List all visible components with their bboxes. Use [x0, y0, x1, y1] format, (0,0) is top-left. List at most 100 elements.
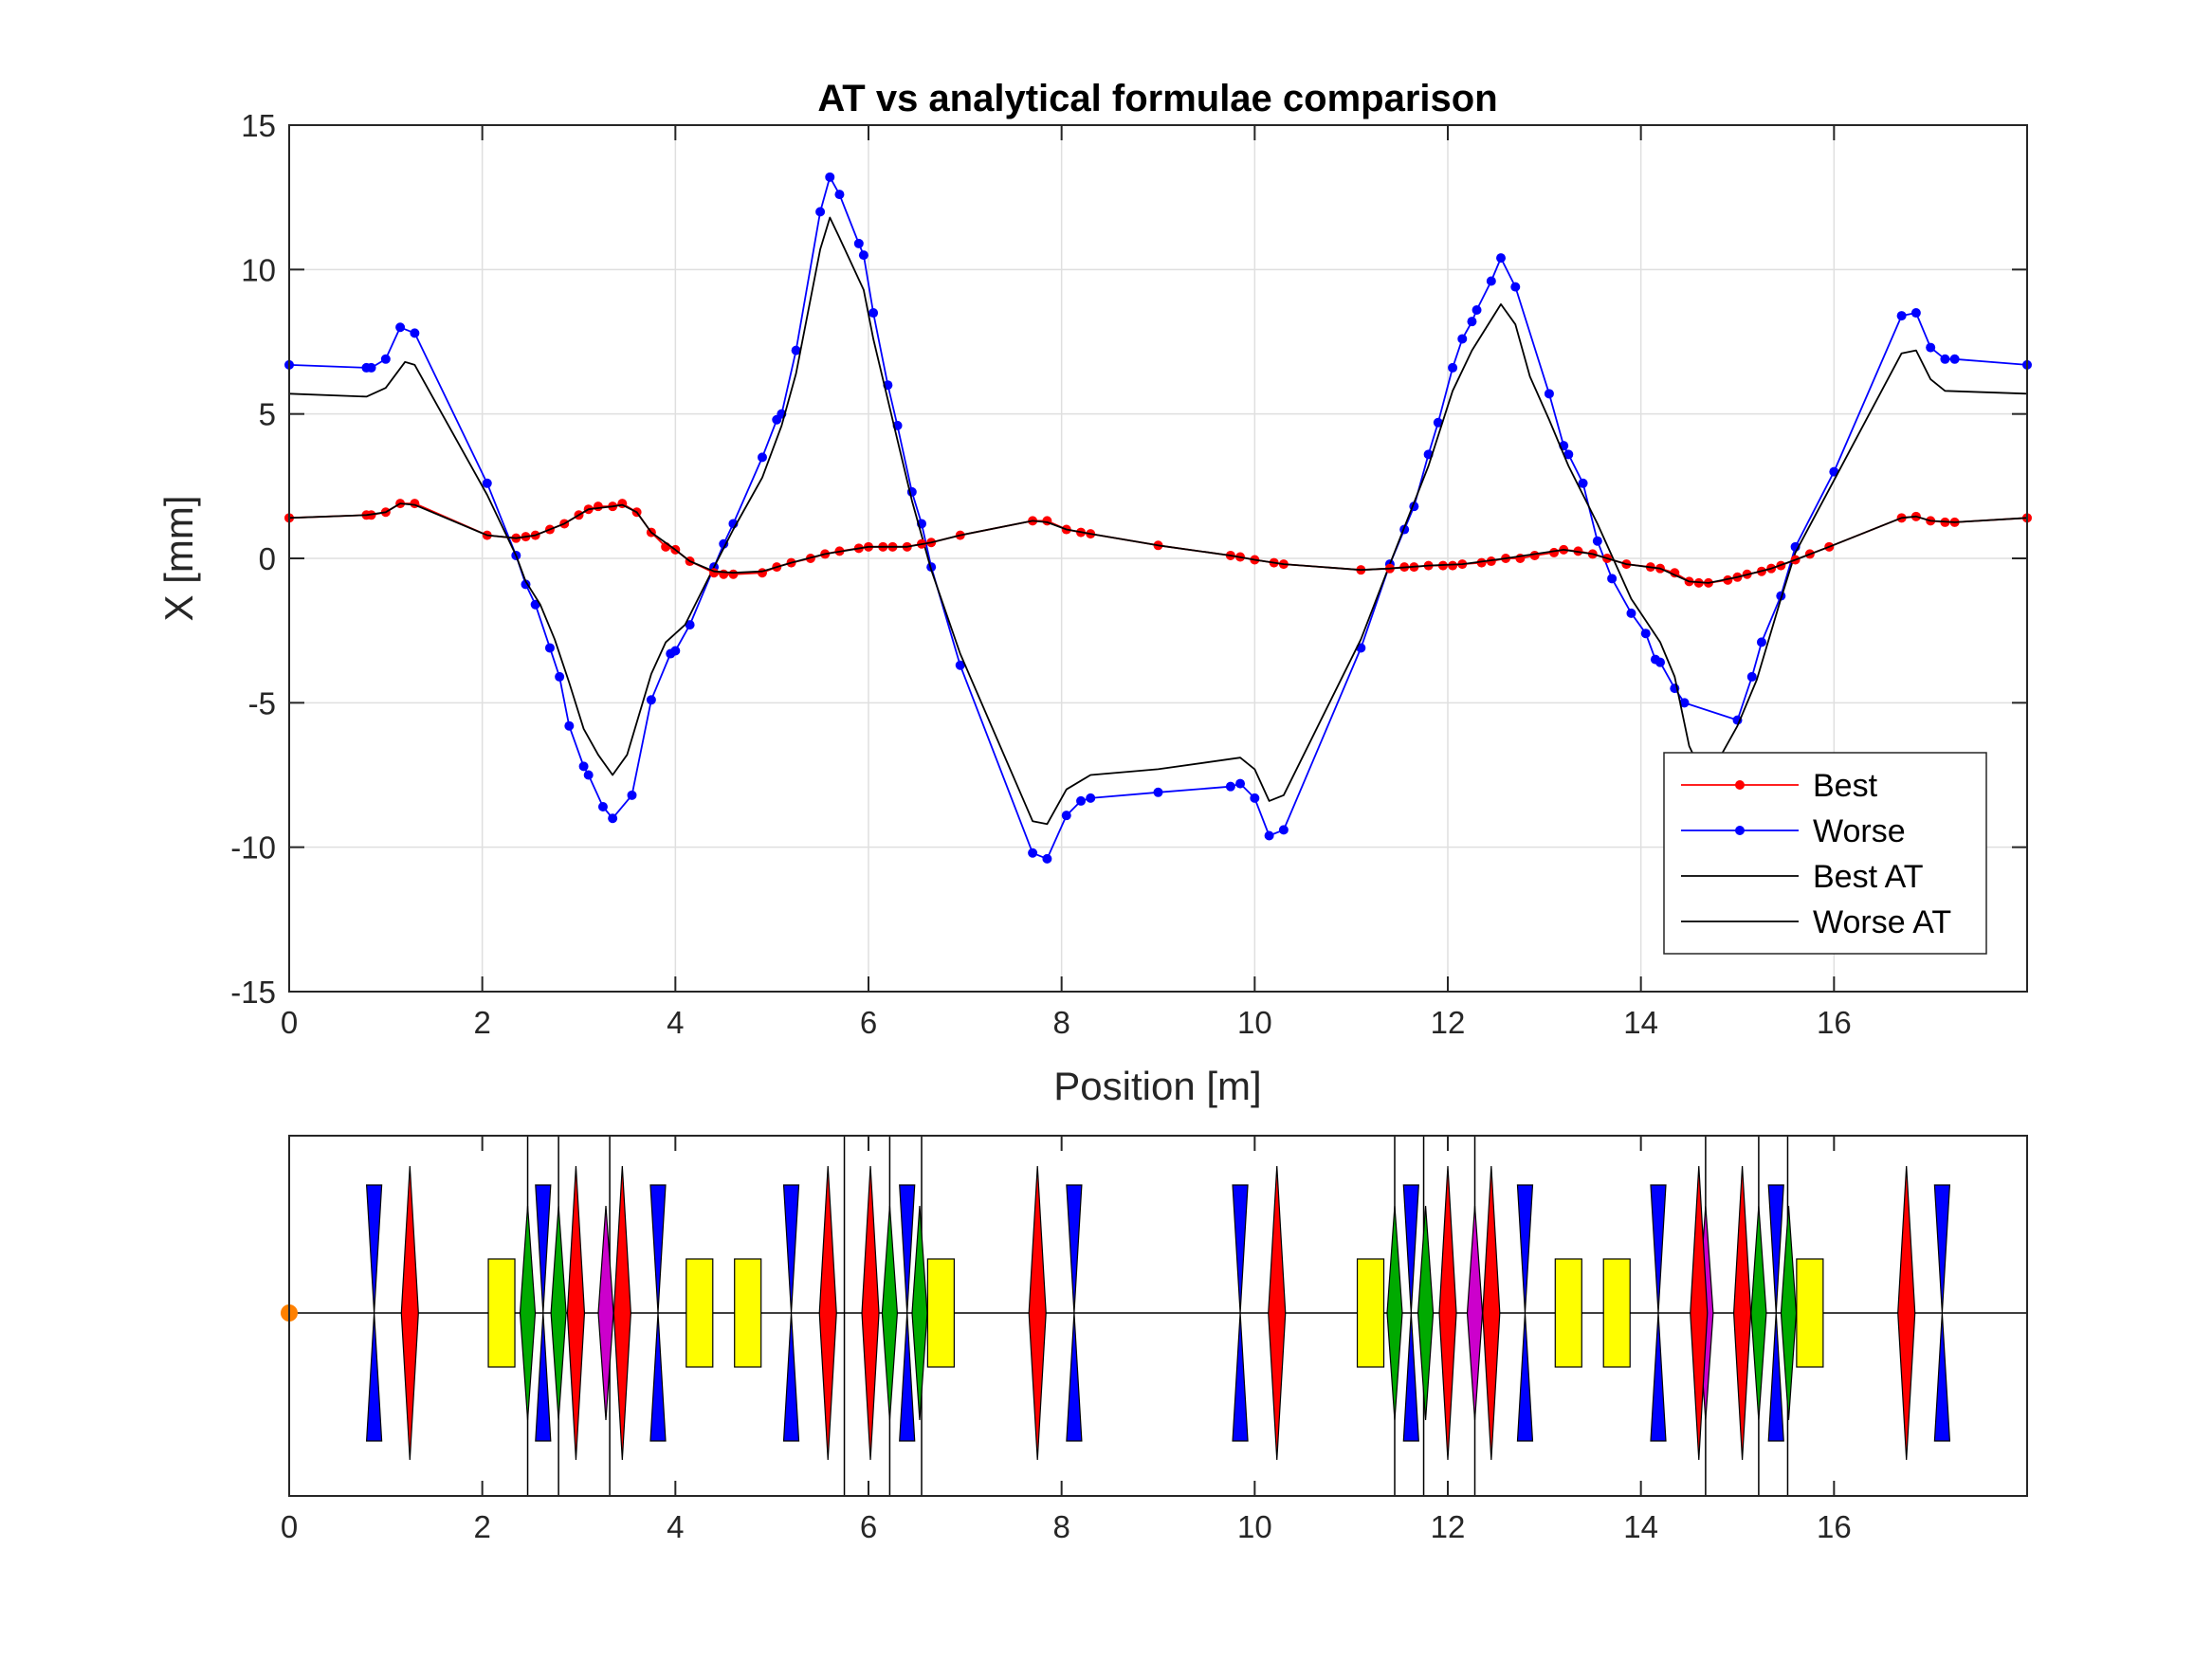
data-point-worse [858, 250, 868, 261]
dipole-element [926, 1258, 955, 1368]
x-tick-label: 8 [1052, 1005, 1069, 1040]
data-point-worse [366, 362, 376, 373]
defocusing-quadrupole [365, 1184, 383, 1442]
data-point-worse [646, 695, 656, 705]
defocusing-quadrupole [782, 1184, 800, 1442]
data-point-best [1723, 574, 1733, 585]
data-point-worse [757, 452, 767, 463]
data-point-best [1549, 547, 1560, 557]
focusing-quadrupole [1732, 1165, 1752, 1461]
data-point-worse [1472, 304, 1482, 315]
dipole-element [487, 1258, 516, 1368]
data-point-worse [1910, 308, 1921, 319]
data-point-worse [1746, 671, 1757, 682]
data-point-worse [853, 238, 864, 248]
legend-label-best-at: Best AT [1813, 859, 1924, 895]
data-point-worse [544, 643, 555, 653]
defocusing-quadrupole [1933, 1184, 1951, 1442]
defocusing-quadrupole [649, 1184, 667, 1442]
dipole-element [1602, 1258, 1631, 1368]
data-point-worse [1467, 317, 1477, 327]
data-point-worse [1235, 778, 1246, 789]
sextupole-element [1780, 1205, 1798, 1421]
sextupole-element [1750, 1205, 1767, 1421]
data-point-worse [1510, 282, 1521, 292]
legend-entry-best-at: Best AT [1681, 859, 1924, 895]
data-point-worse [380, 354, 391, 364]
data-point-worse [1949, 354, 1960, 364]
data-point-worse [1028, 848, 1038, 858]
x-tick-label: 16 [1817, 1005, 1852, 1040]
chart-title: AT vs analytical formulae comparison [817, 78, 1497, 119]
sextupole-element [1417, 1205, 1435, 1421]
data-point-worse [1061, 811, 1071, 821]
lattice-x-tick-label: 10 [1237, 1509, 1272, 1544]
lattice-plot: 0 2 4 6 8 10 12 14 16 [281, 1135, 2028, 1544]
data-point-best [1448, 560, 1458, 571]
focusing-quadrupole [400, 1165, 419, 1461]
defocusing-quadrupole [1516, 1184, 1534, 1442]
legend-box [1663, 752, 1987, 955]
data-point-worse [627, 790, 637, 800]
data-point-best [1486, 556, 1496, 567]
focusing-quadrupole [612, 1165, 631, 1461]
data-point-worse [1086, 793, 1096, 803]
top-series [284, 172, 2032, 864]
y-tick-label: -5 [248, 685, 276, 720]
data-point-worse [410, 328, 420, 338]
focusing-quadrupole [1268, 1165, 1287, 1461]
series-line-best-at [288, 502, 2028, 584]
octupole-element [1466, 1205, 1484, 1421]
data-point-worse [578, 761, 589, 772]
dipole-element [1796, 1258, 1824, 1368]
sextupole-element [519, 1205, 537, 1421]
data-point-worse [868, 308, 879, 319]
top-plot: 0 2 4 6 8 10 12 14 16 15 10 5 0 -5 -10 -15 AT vs analy… [156, 78, 2032, 1108]
top-y-tick-labels: 15 10 5 0 -5 -10 -15 [230, 108, 2027, 1010]
x-tick-label: 12 [1431, 1005, 1466, 1040]
legend-marker-worse [1735, 826, 1745, 835]
focusing-quadrupole [1438, 1165, 1457, 1461]
data-point-worse [1679, 698, 1690, 708]
data-point-worse [955, 660, 965, 670]
x-axis-label: Position [m] [1053, 1064, 1261, 1108]
lattice-x-tick-label: 2 [473, 1509, 490, 1544]
lattice-x-tick-label: 0 [281, 1509, 298, 1544]
data-point-worse [1433, 417, 1443, 428]
data-point-worse [1640, 629, 1651, 639]
data-point-worse [1592, 536, 1602, 546]
data-point-worse [1457, 334, 1468, 344]
y-axis-label: X [mm] [156, 496, 201, 622]
focusing-quadrupole [1897, 1165, 1916, 1461]
x-tick-label: 14 [1623, 1005, 1658, 1040]
data-point-worse [1756, 637, 1766, 647]
data-point-worse [670, 646, 681, 656]
focusing-quadrupole [1028, 1165, 1047, 1461]
y-tick-label: 10 [241, 252, 276, 287]
y-tick-label: 5 [259, 397, 276, 432]
focusing-quadrupole [566, 1165, 586, 1461]
legend-label-worse: Worse [1813, 813, 1906, 849]
sextupole-element [1386, 1205, 1403, 1421]
dipole-element [1356, 1258, 1385, 1368]
data-point-worse [1926, 342, 1936, 353]
defocusing-quadrupole [1232, 1184, 1249, 1442]
y-tick-label: -10 [230, 830, 276, 866]
data-point-worse [1153, 787, 1163, 797]
dipole-element [686, 1258, 714, 1368]
defocusing-quadrupole [535, 1184, 552, 1442]
x-tick-label: 6 [860, 1005, 877, 1040]
lattice-x-tick-label: 6 [860, 1509, 877, 1544]
sextupole-element [911, 1205, 928, 1421]
data-point-worse [1076, 795, 1087, 806]
data-point-worse [1042, 853, 1052, 864]
lattice-x-tick-label: 8 [1052, 1509, 1069, 1544]
legend-marker-best [1735, 780, 1745, 790]
data-point-worse [719, 538, 729, 549]
x-tick-label: 4 [667, 1005, 684, 1040]
legend-label-worse-at: Worse AT [1813, 904, 1951, 940]
focusing-quadrupole [1482, 1165, 1501, 1461]
data-point-best [1529, 550, 1540, 560]
data-point-worse [1544, 389, 1554, 399]
